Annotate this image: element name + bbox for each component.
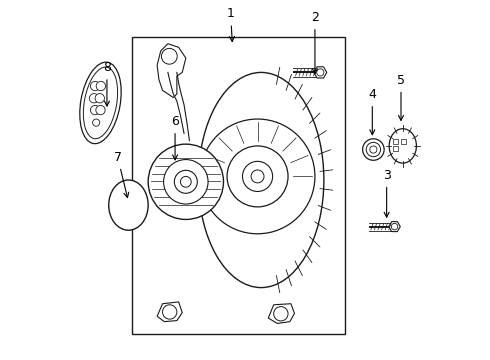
Circle shape bbox=[161, 48, 177, 64]
Text: 7: 7 bbox=[114, 151, 129, 198]
Circle shape bbox=[174, 170, 197, 193]
Circle shape bbox=[91, 105, 100, 115]
Circle shape bbox=[274, 307, 288, 321]
Circle shape bbox=[370, 146, 377, 153]
Circle shape bbox=[95, 94, 104, 103]
Ellipse shape bbox=[80, 62, 121, 144]
Text: 2: 2 bbox=[311, 11, 319, 74]
Bar bbox=[393, 139, 398, 144]
Text: 6: 6 bbox=[171, 115, 179, 160]
Text: 4: 4 bbox=[368, 88, 376, 135]
Polygon shape bbox=[157, 44, 186, 98]
Circle shape bbox=[180, 176, 191, 187]
Polygon shape bbox=[157, 302, 182, 321]
Text: 1: 1 bbox=[227, 8, 235, 41]
Circle shape bbox=[200, 119, 315, 234]
Circle shape bbox=[91, 81, 100, 91]
Circle shape bbox=[392, 224, 398, 230]
Circle shape bbox=[366, 142, 381, 157]
Circle shape bbox=[89, 94, 98, 103]
Circle shape bbox=[163, 305, 177, 319]
Ellipse shape bbox=[389, 129, 416, 163]
Polygon shape bbox=[389, 222, 400, 231]
Text: 3: 3 bbox=[383, 169, 391, 217]
Circle shape bbox=[148, 144, 223, 220]
Circle shape bbox=[317, 69, 324, 76]
Bar bbox=[401, 139, 406, 144]
Circle shape bbox=[93, 119, 100, 126]
Ellipse shape bbox=[83, 67, 118, 139]
Circle shape bbox=[96, 105, 105, 115]
Text: 8: 8 bbox=[103, 61, 111, 106]
Circle shape bbox=[227, 146, 288, 207]
Polygon shape bbox=[314, 67, 327, 78]
Polygon shape bbox=[269, 304, 294, 323]
Bar bbox=[132, 37, 345, 334]
Ellipse shape bbox=[109, 180, 148, 230]
Circle shape bbox=[243, 161, 272, 192]
Circle shape bbox=[363, 139, 384, 160]
Text: 5: 5 bbox=[397, 74, 405, 120]
Circle shape bbox=[96, 81, 105, 91]
Circle shape bbox=[164, 159, 208, 204]
Circle shape bbox=[251, 170, 264, 183]
Bar bbox=[393, 145, 398, 151]
Ellipse shape bbox=[198, 72, 324, 288]
